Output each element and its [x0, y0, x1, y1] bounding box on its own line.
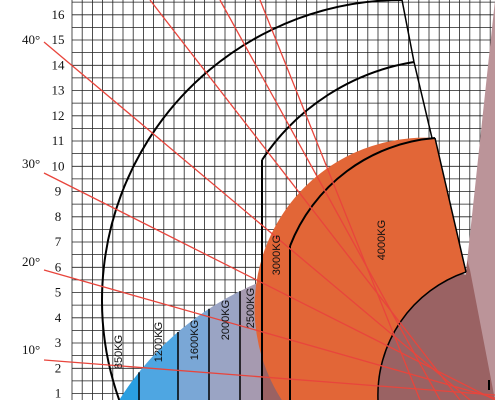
zone-label: 4000KG [376, 220, 388, 260]
y-tick-label: 8 [55, 209, 62, 224]
angle-line [149, 0, 461, 400]
y-tick-label: 3 [55, 335, 62, 350]
y-tick-label: 10 [52, 158, 65, 173]
inner-lower-arc [377, 271, 467, 400]
y-tick-label: 5 [55, 285, 62, 300]
y-tick-label: 12 [52, 108, 65, 123]
y-tick-label: 2 [55, 360, 62, 375]
y-axis-ticks: 1234567891011121314151617 [52, 7, 66, 400]
y-tick-label: 16 [52, 7, 66, 22]
zone-label: 850KG [113, 335, 125, 369]
inner-boundary-arc [289, 137, 436, 247]
angle-line [259, 0, 421, 400]
y-tick-label: 15 [52, 32, 65, 47]
y-tick-label: 6 [55, 259, 62, 274]
angle-line [43, 359, 495, 396]
angle-lines: 10° 20° 30° 40° [22, 0, 495, 400]
zone-label: 3000KG [271, 235, 283, 275]
y-tick-label: 4 [55, 310, 62, 325]
y-tick-label: 13 [52, 83, 65, 98]
band-edge [401, 0, 467, 273]
angle-label: 20° [22, 254, 40, 269]
y-tick-label: 1 [55, 386, 62, 400]
middle-boundary-arc [261, 61, 415, 161]
angle-label: 40° [22, 32, 40, 47]
zone-label: 2500KG [245, 288, 257, 328]
zone-labels: 850KG 1200KG 1600KG 2000KG 2500KG 3000KG 4000K… [113, 220, 388, 369]
y-tick-label: 7 [55, 234, 62, 249]
angle-line [43, 41, 471, 400]
angle-line [219, 0, 441, 400]
angle-line [43, 269, 495, 399]
angle-label: 10° [22, 342, 40, 357]
zone-label: 1200KG [153, 322, 165, 362]
y-tick-label: 11 [52, 133, 65, 148]
angle-label: 30° [22, 156, 40, 171]
zone-label: 2000KG [220, 300, 232, 340]
y-tick-label: 9 [55, 184, 62, 199]
zone-label: 1600KG [189, 320, 201, 360]
outer-boundary-arc [101, 0, 403, 400]
y-tick-label: 14 [52, 57, 66, 72]
